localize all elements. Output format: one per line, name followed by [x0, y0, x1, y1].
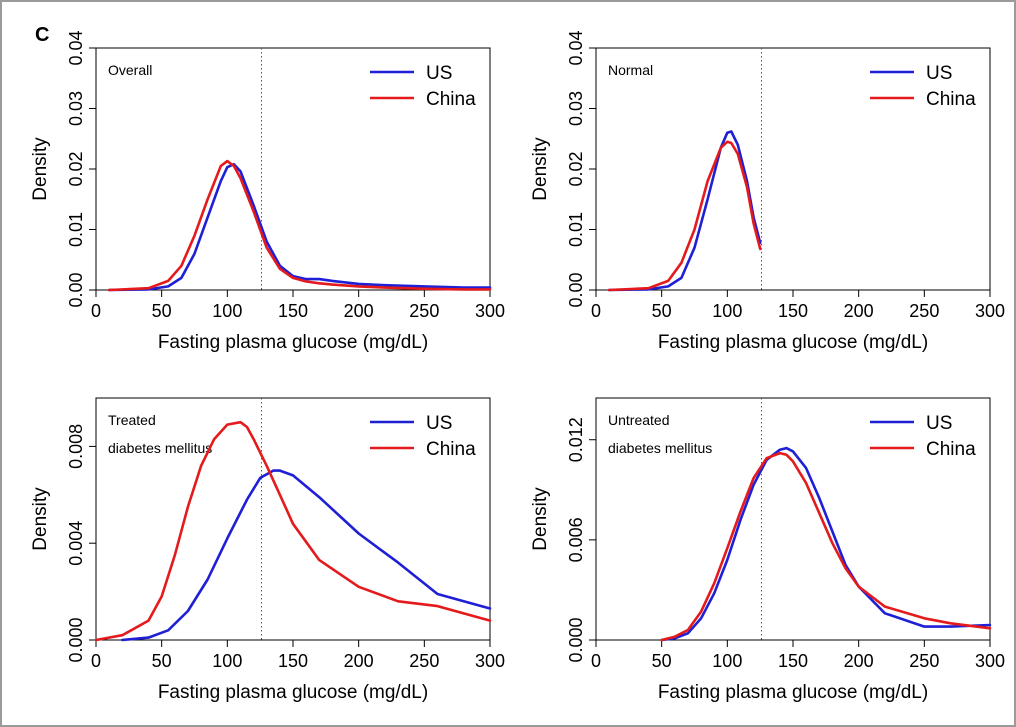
- y-tick-label: 0.02: [566, 151, 586, 186]
- legend-label-china: China: [926, 89, 976, 110]
- x-tick-label: 50: [652, 651, 672, 671]
- x-tick-label: 100: [712, 301, 742, 321]
- x-tick-label: 200: [344, 651, 374, 671]
- series-line-china: [107, 159, 492, 292]
- plot-frame: [95, 47, 491, 291]
- x-axis-label: Fasting plasma glucose (mg/dL): [658, 682, 928, 703]
- x-tick-label: 300: [975, 651, 1005, 671]
- legend-label-us: US: [426, 413, 452, 434]
- panel-title-line: Treated: [108, 412, 156, 428]
- chart-panel-1: 0 50 100 150 200 250 300 0.00 0.01 0.02 0.03 0.04 Fa…: [30, 30, 505, 353]
- panel-title: Normal: [608, 62, 653, 78]
- x-tick-label: 50: [152, 301, 172, 321]
- y-axis-label: Density: [30, 137, 51, 201]
- x-tick-label: 0: [591, 651, 601, 671]
- panel-title: Untreated diabetes mellitus: [608, 412, 712, 456]
- y-tick-label: 0.02: [66, 151, 86, 186]
- chart-panel-2: 0 50 100 150 200 250 300 0.00 0.01 0.02 0.03 0.04 Fa…: [530, 30, 1005, 353]
- legend-label-us: US: [926, 63, 952, 84]
- series-line-china: [660, 451, 992, 642]
- x-tick-label: 200: [344, 301, 374, 321]
- x-tick-label: 100: [212, 301, 242, 321]
- panel-title-line: Untreated: [608, 412, 669, 428]
- y-tick-label: 0.012: [566, 417, 586, 462]
- panel-letter: C: [35, 24, 50, 46]
- series-line-china: [94, 420, 492, 642]
- x-tick-label: 150: [278, 301, 308, 321]
- chart-panel-3: 0 50 100 150 200 250 300 0.000 0.004 0.008 Fasting…: [30, 397, 505, 703]
- y-tick-label: 0.00: [566, 272, 586, 307]
- y-tick-label: 0.03: [66, 91, 86, 126]
- y-tick-label: 0.04: [566, 30, 586, 65]
- y-tick-label: 0.006: [566, 517, 586, 562]
- x-tick-label: 50: [152, 651, 172, 671]
- panel-title-line: diabetes mellitus: [608, 440, 712, 456]
- x-tick-label: 200: [844, 301, 874, 321]
- panel-title-line: diabetes mellitus: [108, 440, 212, 456]
- y-tick-label: 0.000: [66, 617, 86, 662]
- x-tick-label: 100: [212, 651, 242, 671]
- series-line-china: [607, 140, 762, 292]
- y-tick-label: 0.01: [66, 212, 86, 247]
- x-tick-label: 300: [475, 301, 505, 321]
- y-tick-label: 0.004: [66, 521, 86, 566]
- legend-label-china: China: [926, 439, 976, 460]
- legend-label-us: US: [426, 63, 452, 84]
- legend-label-us: US: [926, 413, 952, 434]
- x-tick-label: 200: [844, 651, 874, 671]
- x-tick-label: 250: [409, 301, 439, 321]
- chart-panel-4: 0 50 100 150 200 250 300 0.000 0.006 0.012 Fasting…: [530, 397, 1005, 703]
- y-axis-label: Density: [30, 487, 51, 551]
- x-tick-label: 150: [778, 301, 808, 321]
- x-tick-label: 0: [91, 651, 101, 671]
- y-tick-label: 0.03: [566, 91, 586, 126]
- legend-label-china: China: [426, 439, 476, 460]
- y-tick-label: 0.000: [566, 617, 586, 662]
- x-tick-label: 0: [591, 301, 601, 321]
- x-tick-label: 150: [778, 651, 808, 671]
- plot-frame: [595, 397, 991, 641]
- y-tick-label: 0.04: [66, 30, 86, 65]
- series-line-us: [121, 469, 492, 642]
- panel-title: Treated diabetes mellitus: [108, 412, 212, 456]
- y-axis-label: Density: [530, 487, 551, 551]
- plot-frame: [95, 397, 491, 641]
- x-tick-label: 50: [652, 301, 672, 321]
- x-axis-label: Fasting plasma glucose (mg/dL): [158, 332, 428, 353]
- x-axis-label: Fasting plasma glucose (mg/dL): [658, 332, 928, 353]
- y-tick-label: 0.01: [566, 212, 586, 247]
- x-tick-label: 100: [712, 651, 742, 671]
- legend-label-china: China: [426, 89, 476, 110]
- x-tick-label: 150: [278, 651, 308, 671]
- x-tick-label: 250: [409, 651, 439, 671]
- y-tick-label: 0.00: [66, 272, 86, 307]
- y-tick-label: 0.008: [66, 424, 86, 469]
- plot-frame: [595, 47, 991, 291]
- x-tick-label: 250: [909, 651, 939, 671]
- y-axis-label: Density: [530, 137, 551, 201]
- panel-title: Overall: [108, 62, 152, 78]
- series-line-us: [107, 162, 492, 292]
- series-line-us: [660, 446, 992, 642]
- x-tick-label: 300: [475, 651, 505, 671]
- x-tick-label: 300: [975, 301, 1005, 321]
- x-axis-label: Fasting plasma glucose (mg/dL): [158, 682, 428, 703]
- x-tick-label: 0: [91, 301, 101, 321]
- x-tick-label: 250: [909, 301, 939, 321]
